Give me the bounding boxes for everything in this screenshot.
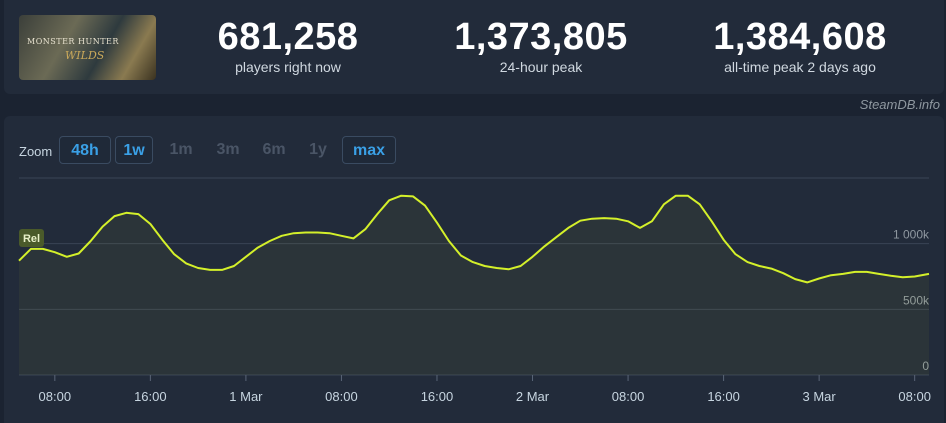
x-tick-label-1: 16:00 [134, 389, 167, 404]
x-tick-label-8: 3 Mar [803, 389, 837, 404]
current-players-value: 681,258 [217, 16, 359, 58]
alltime-peak-value: 1,384,608 [713, 16, 887, 58]
y-tick-label-1: 500k [903, 293, 930, 307]
player-count-chart[interactable]: 0 500k 1 000k 08:00 16:00 1 Mar 08:00 16:00 2 Ma… [4, 116, 944, 423]
chart-panel: Zoom 48h 1w 1m 3m 6m 1y max 0500k1 000k0… [4, 116, 944, 423]
game-logo-subtitle: WILDS [65, 49, 105, 62]
x-tick-label-9: 08:00 [898, 389, 931, 404]
zoom-label: Zoom [19, 144, 53, 159]
stats-panel: MONSTER HUNTER WILDS 681,258 players rig… [4, 0, 944, 94]
zoom-6m-button[interactable]: 6m [262, 141, 286, 158]
alltime-peak-label: all-time peak 2 days ago [724, 59, 876, 75]
current-players-label: players right now [235, 59, 341, 75]
y-tick-label-2: 1 000k [893, 228, 930, 242]
x-tick-label-7: 16:00 [707, 389, 740, 404]
series-badge-bg [19, 229, 44, 247]
zoom-1w-button[interactable]: 1w [115, 136, 153, 164]
game-logo-title: MONSTER HUNTER [27, 37, 119, 46]
zoom-48h-button[interactable]: 48h [59, 136, 111, 164]
steamdb-brand[interactable]: SteamDB.info [859, 97, 940, 112]
series-line [18, 194, 930, 284]
peak24-label: 24-hour peak [499, 59, 583, 75]
zoom-1y-button[interactable]: 1y [309, 141, 327, 158]
x-tick-label-4: 16:00 [421, 389, 454, 404]
zoom-3m-button[interactable]: 3m [216, 141, 240, 158]
stat-alltime-peak: 1,384,608 all-time peak 2 days ago [690, 16, 910, 76]
zoom-1m-button[interactable]: 1m [169, 141, 193, 158]
stat-current-players: 681,258 players right now [178, 16, 398, 76]
series-area [19, 195, 929, 375]
zoom-max-button[interactable]: max [342, 136, 396, 164]
x-tick-label-2: 1 Mar [229, 389, 263, 404]
x-tick-label-5: 2 Mar [516, 389, 550, 404]
game-thumbnail[interactable]: MONSTER HUNTER WILDS [19, 15, 156, 80]
x-tick-label-6: 08:00 [612, 389, 645, 404]
series-badge-label: Rel [23, 233, 40, 245]
x-tick-label-0: 08:00 [39, 389, 72, 404]
stat-24h-peak: 1,373,805 24-hour peak [431, 16, 651, 76]
y-tick-label-0: 0 [922, 359, 929, 373]
peak24-value: 1,373,805 [454, 16, 628, 58]
x-tick-label-3: 08:00 [325, 389, 358, 404]
